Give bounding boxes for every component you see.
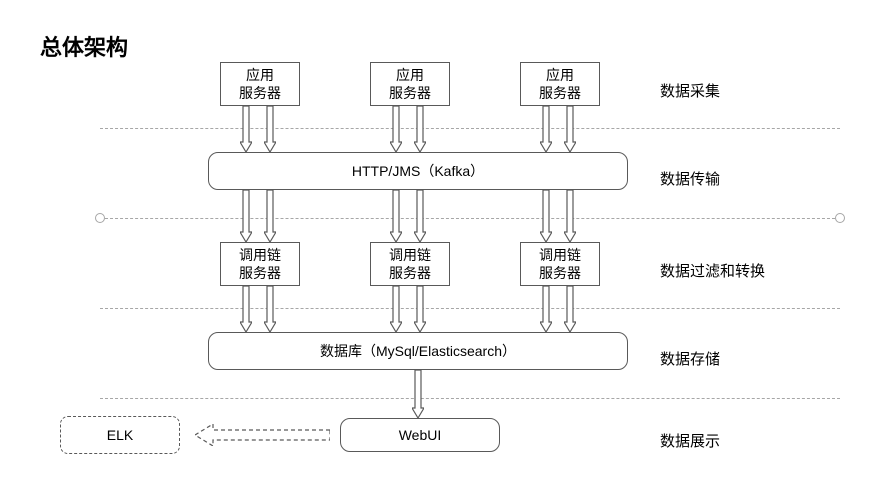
down-arrow-icon: [564, 106, 576, 152]
layer-divider: [100, 398, 840, 399]
diagram-title: 总体架构: [40, 30, 128, 62]
app-server-box-3: 应用 服务器: [520, 62, 600, 106]
down-arrow-icon: [264, 190, 276, 242]
down-arrow-icon: [540, 190, 552, 242]
down-arrow-icon: [240, 106, 252, 152]
app-server-line1: 应用: [546, 66, 574, 84]
down-arrow-icon: [390, 190, 402, 242]
transport-label: HTTP/JMS（Kafka）: [352, 161, 484, 181]
divider-dot-icon: [95, 213, 105, 223]
app-server-line2: 服务器: [539, 84, 581, 102]
down-arrow-icon: [264, 106, 276, 152]
chain-server-line1: 调用链: [539, 246, 581, 264]
down-arrow-icon: [564, 190, 576, 242]
layer-label-storage: 数据存储: [660, 348, 720, 369]
down-arrow-icon: [414, 106, 426, 152]
layer-label-filter: 数据过滤和转换: [660, 260, 765, 281]
down-arrow-icon: [414, 190, 426, 242]
down-arrow-icon: [264, 286, 276, 332]
divider-dot-icon: [835, 213, 845, 223]
chain-server-box-1: 调用链 服务器: [220, 242, 300, 286]
app-server-box-1: 应用 服务器: [220, 62, 300, 106]
layer-label-collect: 数据采集: [660, 80, 720, 101]
app-server-box-2: 应用 服务器: [370, 62, 450, 106]
db-box: 数据库（MySql/Elasticsearch）: [208, 332, 628, 370]
db-label: 数据库（MySql/Elasticsearch）: [320, 341, 516, 361]
layer-divider: [100, 218, 840, 219]
down-arrow-icon: [412, 370, 424, 418]
down-arrow-icon: [240, 286, 252, 332]
app-server-line1: 应用: [246, 66, 274, 84]
layer-label-transport: 数据传输: [660, 168, 720, 189]
down-arrow-icon: [564, 286, 576, 332]
dashed-left-arrow-icon: [195, 424, 330, 451]
chain-server-line1: 调用链: [239, 246, 281, 264]
chain-server-line2: 服务器: [239, 264, 281, 282]
app-server-line2: 服务器: [239, 84, 281, 102]
down-arrow-icon: [390, 106, 402, 152]
layer-label-display: 数据展示: [660, 430, 720, 451]
layer-divider: [100, 308, 840, 309]
webui-box: WebUI: [340, 418, 500, 452]
down-arrow-icon: [390, 286, 402, 332]
app-server-line1: 应用: [396, 66, 424, 84]
elk-box: ELK: [60, 416, 180, 454]
elk-label: ELK: [107, 427, 133, 443]
down-arrow-icon: [540, 286, 552, 332]
down-arrow-icon: [540, 106, 552, 152]
chain-server-line1: 调用链: [389, 246, 431, 264]
chain-server-line2: 服务器: [539, 264, 581, 282]
app-server-line2: 服务器: [389, 84, 431, 102]
transport-box: HTTP/JMS（Kafka）: [208, 152, 628, 190]
chain-server-box-2: 调用链 服务器: [370, 242, 450, 286]
webui-label: WebUI: [399, 427, 442, 443]
down-arrow-icon: [414, 286, 426, 332]
chain-server-box-3: 调用链 服务器: [520, 242, 600, 286]
layer-divider: [100, 128, 840, 129]
chain-server-line2: 服务器: [389, 264, 431, 282]
down-arrow-icon: [240, 190, 252, 242]
